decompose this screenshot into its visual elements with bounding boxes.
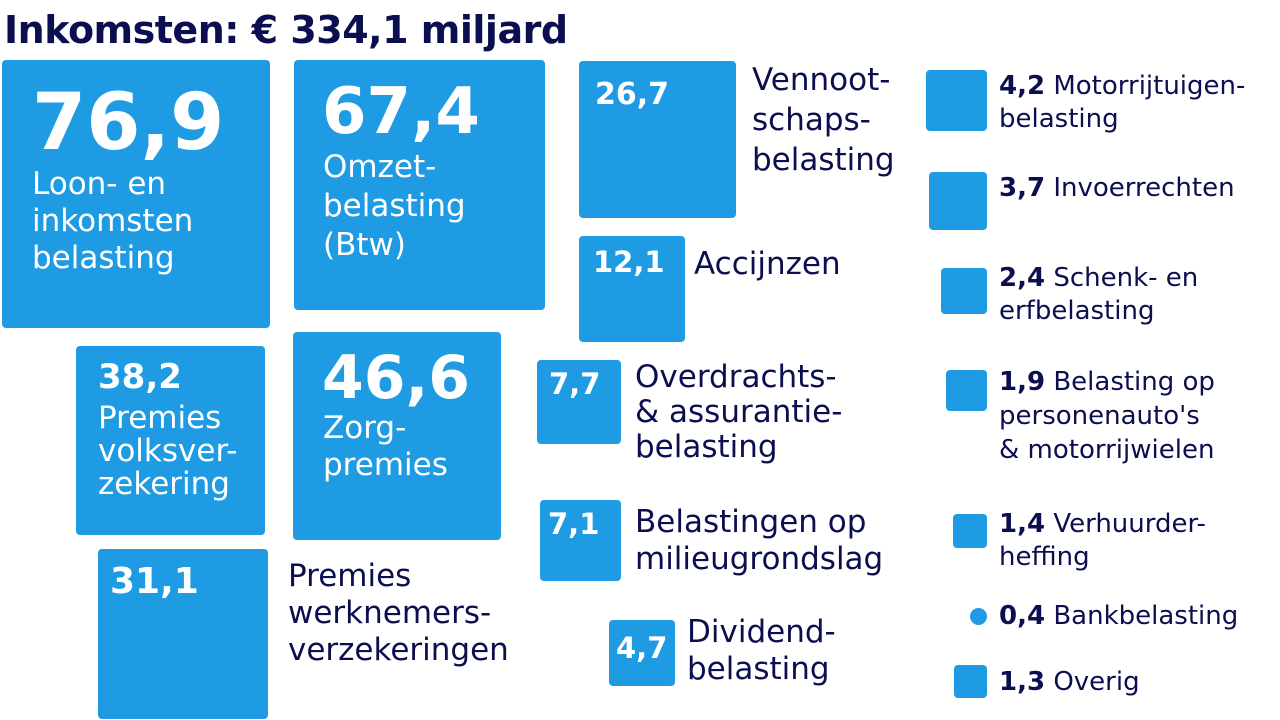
category-label-loon-en-inkomsten-belasting: Loon- en inkomsten belasting [32,166,194,276]
value-label-premies-volksver-zekering: 38,2 [98,357,182,397]
area-box-verhuurder-heffing [953,514,987,548]
value-label-belasting-op-personenauto-s-motorrijwielen: 1,9 [999,367,1046,397]
value-label-accijnzen: 12,1 [593,245,665,279]
area-box-invoerrechten [929,172,987,230]
chart-title: Inkomsten: € 334,1 miljard [4,8,568,52]
value-label-overig: 1,3 [999,667,1046,697]
legend-label-invoerrechten: 3,7 Invoerrechten [999,173,1235,203]
value-label-motorrijtuigen-belasting: 4,2 [999,71,1046,101]
category-label-belastingen-op-milieugrondslag: Belastingen op milieugrondslag [635,504,884,577]
area-box-vennoot-schaps-belasting [579,61,736,218]
value-label-vennoot-schaps-belasting: 26,7 [595,77,670,112]
area-box-overig [954,665,987,698]
category-label-omzet-belasting-btw: Omzet- belasting (Btw) [323,149,466,263]
category-label-premies-werknemers-verzekeringen: Premies werknemers- verzekeringen [288,558,509,668]
value-label-loon-en-inkomsten-belasting: 76,9 [32,78,225,168]
area-box-motorrijtuigen-belasting [926,70,987,131]
value-label-schenk-en-erfbelasting: 2,4 [999,263,1046,293]
legend-label-overig: 1,3 Overig [999,667,1140,697]
area-box-dividend-belasting [609,620,675,686]
value-label-bankbelasting: 0,4 [999,601,1046,631]
value-label-omzet-belasting-btw: 67,4 [322,75,480,149]
value-label-invoerrechten: 3,7 [999,173,1046,203]
category-label-vennoot-schaps-belasting: Vennoot- schaps- belasting [752,62,895,178]
area-box-belasting-op-personenauto-s-motorrijwielen [946,370,987,411]
category-label-premies-volksver-zekering: Premies volksver- zekering [98,400,238,502]
legend-label-bankbelasting: 0,4 Bankbelasting [999,601,1239,631]
category-label-zorg-premies: Zorg- premies [323,410,448,483]
area-box-loon-en-inkomsten-belasting [2,60,270,328]
area-box-schenk-en-erfbelasting [941,268,987,314]
area-box-premies-volksver-zekering [76,346,265,535]
area-box-belastingen-op-milieugrondslag [540,500,621,581]
area-box-premies-werknemers-verzekeringen [98,549,268,719]
category-label-dividend-belasting: Dividend- belasting [687,614,836,687]
area-box-accijnzen [579,236,685,342]
value-label-verhuurder-heffing: 1,4 [999,509,1046,539]
value-label-overdrachts-assurantie-belasting: 7,7 [549,367,601,401]
value-label-dividend-belasting: 4,7 [616,631,668,665]
area-box-overdrachts-assurantie-belasting [537,360,621,444]
legend-label-motorrijtuigen-belasting: 4,2 Motorrijtuigen- belasting [999,71,1246,134]
category-label-accijnzen: Accijnzen [694,246,841,282]
value-label-belastingen-op-milieugrondslag: 7,1 [548,507,600,541]
legend-label-verhuurder-heffing: 1,4 Verhuurder- heffing [999,509,1206,572]
legend-label-belasting-op-personenauto-s-motorrijwielen: 1,9 Belasting op personenauto's & motorr… [999,367,1215,465]
area-box-zorg-premies [293,332,501,540]
category-label-overdrachts-assurantie-belasting: Overdrachts- & assurantie- belasting [635,359,843,465]
value-label-zorg-premies: 46,6 [322,343,471,413]
area-box-bankbelasting [970,608,987,625]
legend-label-schenk-en-erfbelasting: 2,4 Schenk- en erfbelasting [999,263,1199,326]
value-label-premies-werknemers-verzekeringen: 31,1 [110,561,199,602]
area-box-omzet-belasting-btw [294,60,545,310]
